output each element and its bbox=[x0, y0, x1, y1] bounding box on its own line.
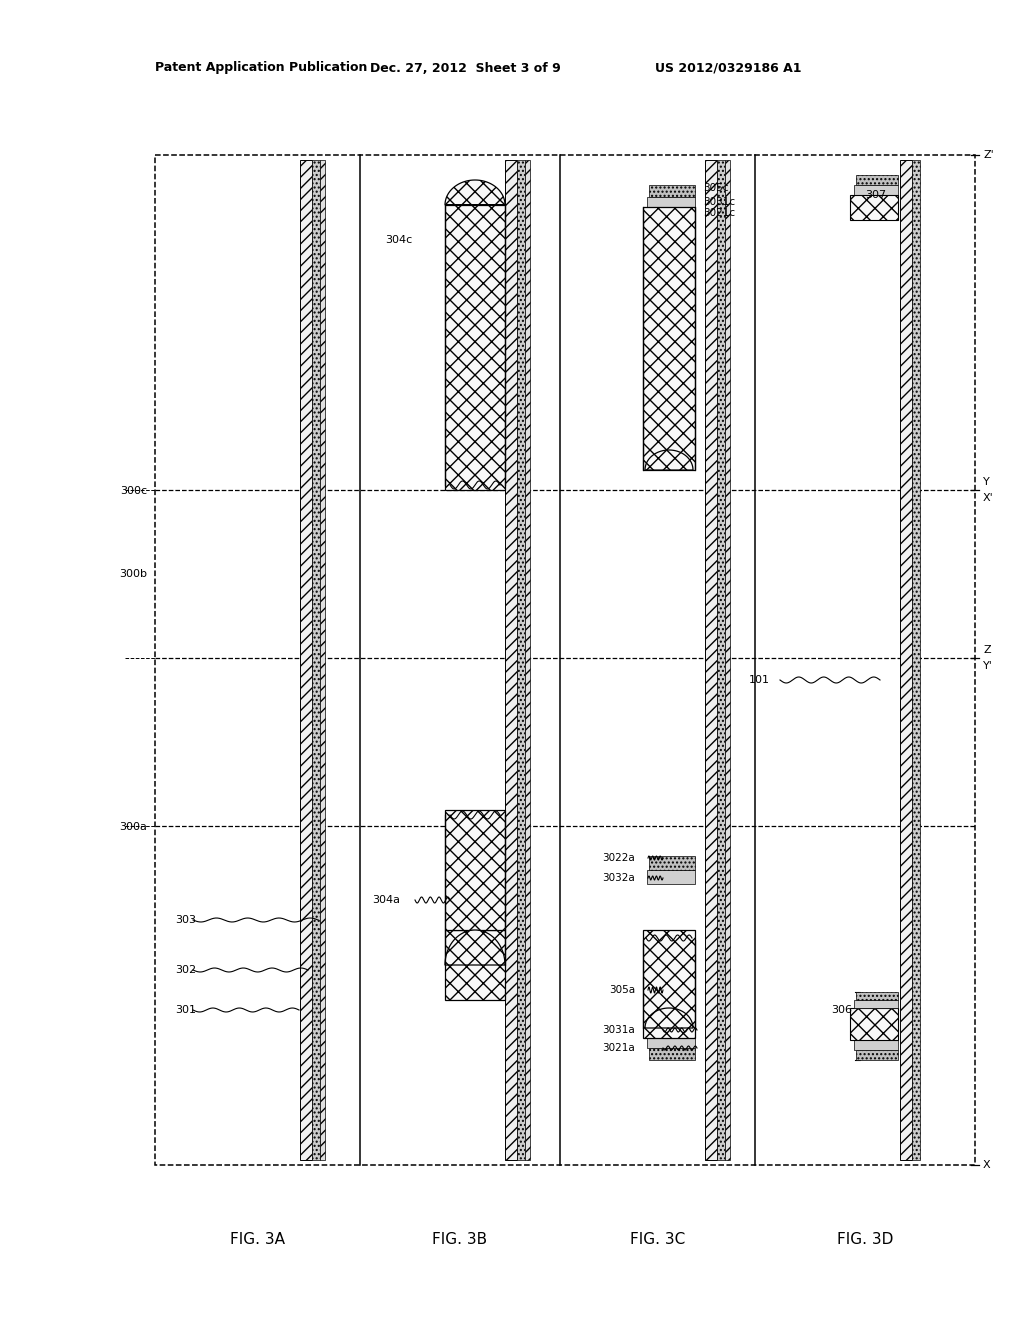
Text: 101: 101 bbox=[749, 675, 770, 685]
Text: 3032a: 3032a bbox=[602, 873, 635, 883]
Bar bbox=[850, 1008, 898, 1040]
Text: 3031c: 3031c bbox=[703, 197, 735, 207]
Text: US 2012/0329186 A1: US 2012/0329186 A1 bbox=[655, 62, 802, 74]
Bar bbox=[854, 185, 898, 195]
Bar bbox=[854, 1001, 898, 1008]
Bar bbox=[445, 931, 505, 1001]
Text: Dec. 27, 2012  Sheet 3 of 9: Dec. 27, 2012 Sheet 3 of 9 bbox=[370, 62, 561, 74]
Bar bbox=[649, 1048, 695, 1060]
Text: 305a: 305a bbox=[609, 985, 635, 995]
Text: X': X' bbox=[983, 492, 993, 503]
Bar bbox=[445, 205, 505, 490]
Text: 3031a: 3031a bbox=[602, 1026, 635, 1035]
Bar bbox=[900, 160, 912, 1160]
Bar bbox=[856, 1049, 898, 1060]
Text: Y: Y bbox=[983, 477, 990, 487]
Bar bbox=[856, 993, 898, 1001]
Bar bbox=[505, 160, 517, 1160]
Text: 300a: 300a bbox=[119, 822, 147, 833]
Text: 3022a: 3022a bbox=[602, 853, 635, 863]
Bar bbox=[649, 185, 695, 197]
Text: Y': Y' bbox=[983, 661, 993, 671]
Bar bbox=[705, 160, 717, 1160]
Bar bbox=[300, 160, 312, 1160]
Text: 300c: 300c bbox=[120, 486, 147, 495]
Text: 3021c: 3021c bbox=[703, 209, 735, 218]
Bar bbox=[912, 160, 920, 1160]
Bar bbox=[312, 160, 319, 1160]
Polygon shape bbox=[445, 180, 505, 205]
Text: 307: 307 bbox=[865, 190, 886, 201]
Polygon shape bbox=[445, 931, 505, 965]
Bar bbox=[445, 810, 505, 931]
Bar bbox=[643, 207, 695, 470]
Bar bbox=[725, 160, 730, 1160]
Text: FIG. 3C: FIG. 3C bbox=[630, 1233, 685, 1247]
Text: Patent Application Publication: Patent Application Publication bbox=[155, 62, 368, 74]
Text: 304c: 304c bbox=[385, 235, 413, 246]
Text: FIG. 3A: FIG. 3A bbox=[230, 1233, 285, 1247]
Polygon shape bbox=[645, 450, 693, 470]
Bar bbox=[717, 160, 725, 1160]
Bar bbox=[856, 176, 898, 185]
Bar bbox=[850, 195, 898, 220]
Bar bbox=[319, 160, 325, 1160]
Text: 304a: 304a bbox=[372, 895, 400, 906]
Text: Z: Z bbox=[983, 645, 990, 655]
Text: Z': Z' bbox=[983, 150, 993, 160]
Bar bbox=[643, 931, 695, 1038]
Text: FIG. 3D: FIG. 3D bbox=[837, 1233, 893, 1247]
Bar bbox=[647, 1038, 695, 1048]
Text: 305c: 305c bbox=[703, 183, 728, 193]
Text: 306: 306 bbox=[831, 1005, 852, 1015]
Bar bbox=[649, 855, 695, 870]
Text: 302: 302 bbox=[175, 965, 197, 975]
Bar bbox=[647, 197, 695, 207]
Bar bbox=[525, 160, 530, 1160]
Polygon shape bbox=[645, 1008, 693, 1028]
Text: 300b: 300b bbox=[119, 569, 147, 579]
Bar bbox=[854, 1040, 898, 1049]
Text: 3021a: 3021a bbox=[602, 1043, 635, 1053]
Text: FIG. 3B: FIG. 3B bbox=[432, 1233, 487, 1247]
Text: X: X bbox=[983, 1160, 990, 1170]
Text: 301: 301 bbox=[175, 1005, 196, 1015]
Bar bbox=[517, 160, 525, 1160]
Text: 303: 303 bbox=[175, 915, 196, 925]
Bar bbox=[647, 870, 695, 884]
